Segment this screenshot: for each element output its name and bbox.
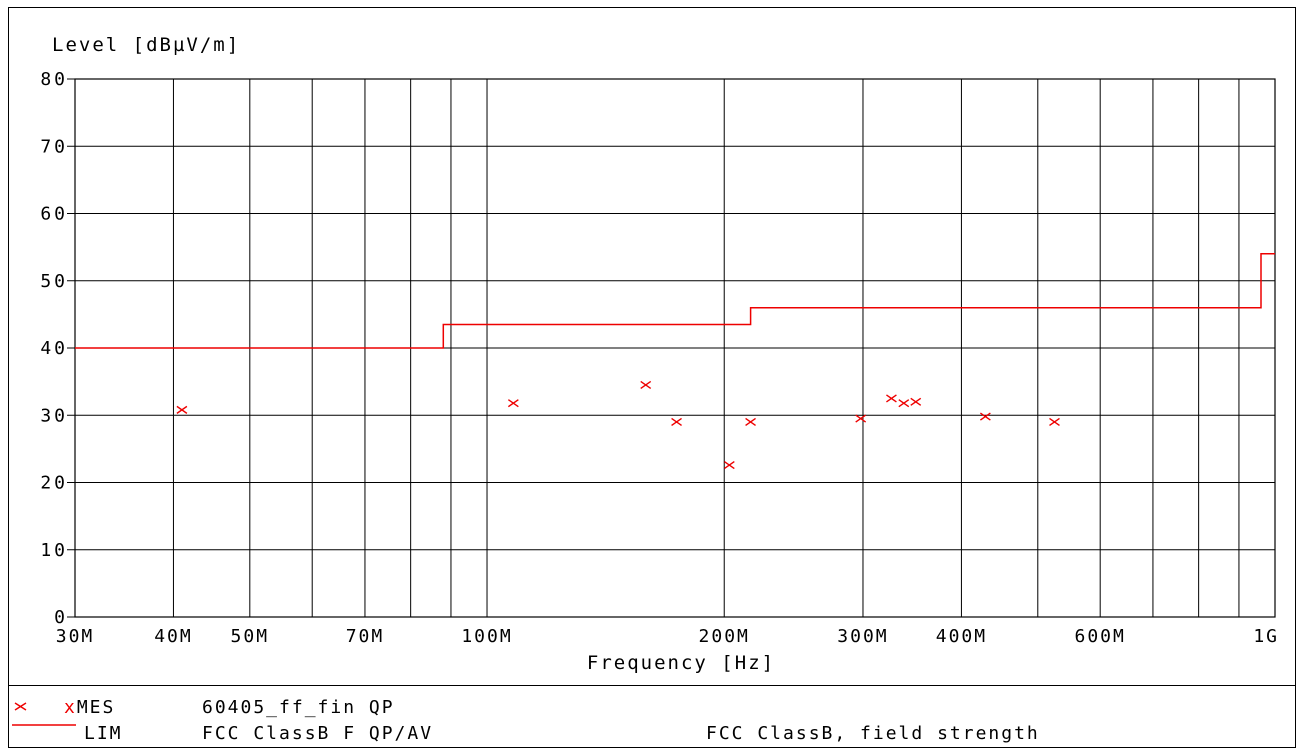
marker-stroke bbox=[886, 394, 897, 403]
grid-layer bbox=[67, 78, 1276, 618]
legend: xMES 60405_ff_fin QP LIM FCC ClassB F QP/AV… bbox=[12, 697, 1040, 744]
measurement-marker bbox=[176, 405, 188, 414]
x-tick-label: 1G bbox=[1253, 626, 1279, 647]
y-tick-label: 0 bbox=[54, 607, 68, 628]
y-tick-label: 50 bbox=[40, 271, 68, 292]
marker-stroke bbox=[640, 380, 652, 390]
measurement-marker bbox=[640, 380, 652, 390]
marker-stroke bbox=[507, 399, 519, 408]
marker-stroke bbox=[14, 702, 27, 711]
x-tick-label: 400M bbox=[936, 626, 987, 647]
measurement-marker bbox=[855, 414, 867, 423]
measurement-marker bbox=[979, 412, 991, 421]
x-tick-label: 100M bbox=[461, 626, 512, 647]
marker-stroke bbox=[745, 417, 756, 427]
marker-stroke bbox=[979, 412, 991, 421]
series-layer bbox=[75, 253, 1275, 470]
measurement-marker bbox=[723, 460, 735, 470]
legend-series-name: FCC ClassB F QP/AV bbox=[202, 723, 433, 744]
measurement-marker bbox=[910, 397, 922, 406]
measurement-marker bbox=[898, 399, 910, 408]
y-tick-label: 10 bbox=[40, 540, 68, 561]
marker-stroke bbox=[855, 414, 867, 423]
y-axis-label: Level [dBµV/m] bbox=[52, 34, 240, 56]
marker-stroke bbox=[910, 397, 922, 406]
measurement-marker bbox=[1049, 417, 1060, 427]
x-tick-label: 40M bbox=[154, 626, 193, 647]
x-tick-label: 50M bbox=[231, 626, 270, 647]
measurement-marker bbox=[671, 417, 682, 427]
chart-frame bbox=[8, 7, 1296, 748]
marker-stroke bbox=[176, 405, 188, 414]
x-tick-label: 70M bbox=[346, 626, 385, 647]
legend-divider bbox=[8, 685, 1296, 686]
y-tick-label: 80 bbox=[40, 69, 68, 90]
marker-stroke bbox=[671, 417, 682, 427]
y-tick-label: 60 bbox=[40, 204, 68, 225]
marker-stroke bbox=[723, 460, 735, 470]
x-axis-label: Frequency [Hz] bbox=[587, 652, 775, 674]
legend-series-desc: FCC ClassB, field strength bbox=[706, 723, 1040, 744]
measurement-marker bbox=[745, 417, 756, 427]
tick-layer: 0 10 20 30 40 50 60 70 80 30M 40M 50M 70M 100M 200M 300… bbox=[40, 69, 1279, 647]
x-tick-label: 600M bbox=[1075, 626, 1126, 647]
x-tick-label: 30M bbox=[56, 626, 95, 647]
legend-marker-icon bbox=[14, 702, 27, 711]
measurement-marker bbox=[886, 394, 897, 403]
measurement-marker bbox=[507, 399, 519, 408]
marker-stroke bbox=[1049, 417, 1060, 427]
y-tick-label: 30 bbox=[40, 405, 68, 426]
y-tick-label: 70 bbox=[40, 136, 68, 157]
legend-series-name: 60405_ff_fin QP bbox=[202, 697, 395, 718]
y-tick-label: 40 bbox=[40, 338, 68, 359]
legend-series-tag: xMES bbox=[64, 697, 115, 718]
limit-line bbox=[75, 253, 1275, 349]
y-tick-label: 20 bbox=[40, 473, 68, 494]
legend-series-tag: LIM bbox=[84, 723, 123, 744]
x-tick-label: 300M bbox=[837, 626, 888, 647]
x-tick-label: 200M bbox=[699, 626, 750, 647]
marker-stroke bbox=[898, 399, 910, 408]
